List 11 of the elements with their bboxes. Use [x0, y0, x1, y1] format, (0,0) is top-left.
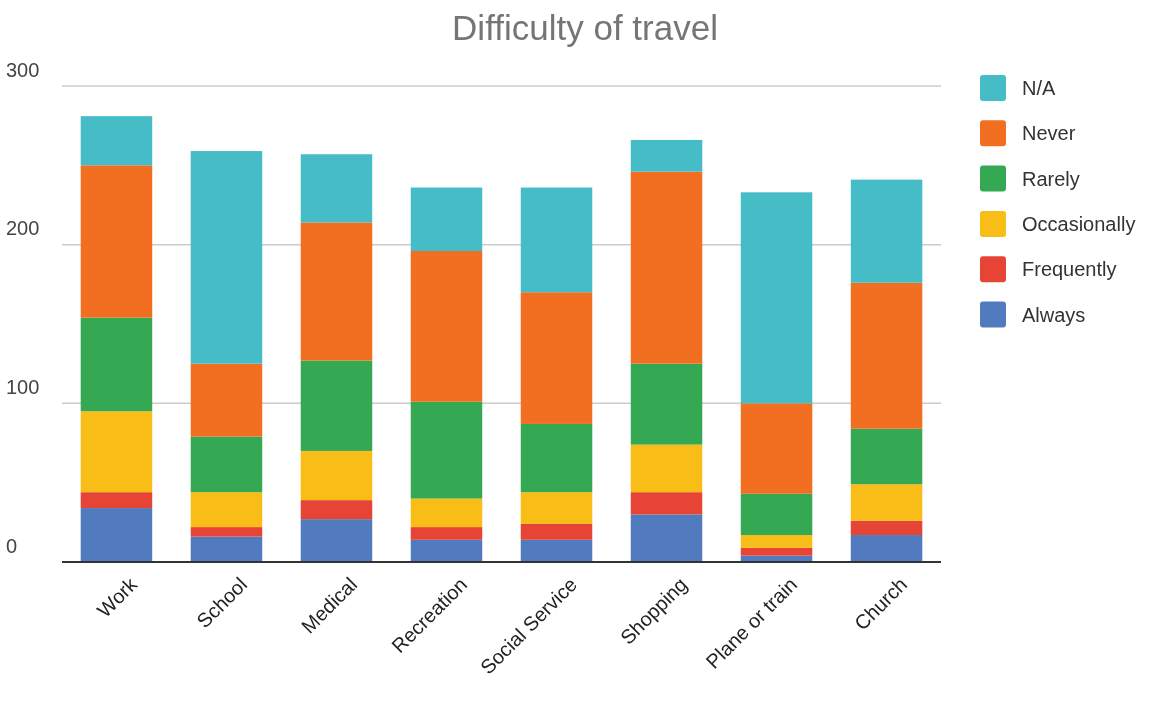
y-tick-label: 200 — [6, 217, 40, 240]
legend-label: Frequently — [1022, 258, 1117, 281]
legend-label: Never — [1022, 122, 1076, 145]
legend-label: N/A — [1022, 77, 1056, 99]
legend-label: Always — [1022, 303, 1086, 326]
chart-title: Difficulty of travel — [452, 8, 718, 47]
legend-label: Occasionally — [1022, 212, 1136, 235]
y-tick-label: 0 — [6, 534, 18, 557]
y-tick-label: 300 — [6, 58, 40, 81]
legend-label: Rarely — [1022, 167, 1080, 190]
y-tick-label: 100 — [6, 375, 40, 398]
